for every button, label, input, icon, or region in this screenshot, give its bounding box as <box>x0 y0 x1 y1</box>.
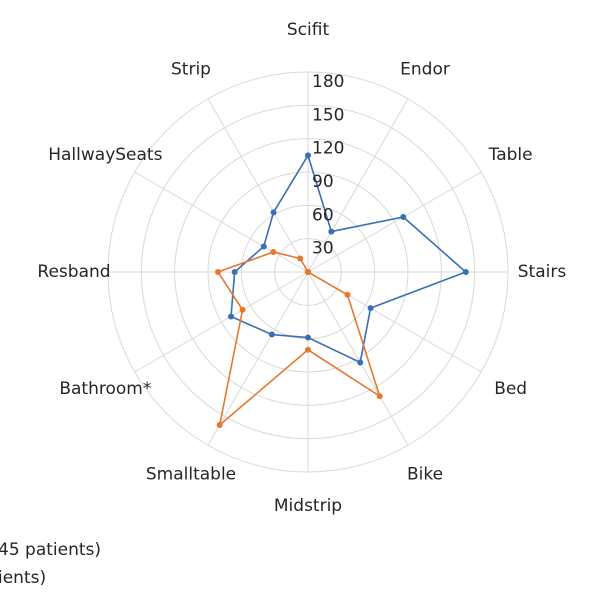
category-label: Table <box>488 145 533 165</box>
category-label: Scifit <box>287 20 330 40</box>
series-line <box>216 251 382 428</box>
series-point <box>376 393 383 400</box>
category-label: Bed <box>494 379 527 399</box>
series-point <box>216 421 223 428</box>
category-label: HallwaySeats <box>48 145 162 165</box>
spoke <box>134 171 309 273</box>
spoke <box>307 171 482 273</box>
r-tick-label: 30 <box>312 239 334 259</box>
series-point <box>260 243 267 250</box>
series-point <box>357 359 364 366</box>
series-point <box>367 305 374 312</box>
series-point <box>305 152 311 159</box>
series-point <box>239 306 246 313</box>
series-point <box>231 269 238 275</box>
series-point <box>215 269 221 275</box>
spoke <box>207 271 309 446</box>
series-point <box>462 269 469 275</box>
series-point <box>344 291 351 298</box>
spoke <box>307 271 409 446</box>
spoke <box>207 98 309 273</box>
spoke <box>307 98 409 273</box>
r-tick-label: 180 <box>312 72 344 92</box>
r-tick-label: 60 <box>312 205 334 225</box>
category-label: Resband <box>37 262 110 282</box>
category-label: Smalltable <box>146 465 236 485</box>
r-tick-label: 90 <box>312 172 334 192</box>
category-label: Bathroom* <box>59 379 151 399</box>
legend-label: 45 patients) <box>0 540 101 560</box>
category-label: Bike <box>407 465 443 485</box>
legend-label: ients) <box>0 568 46 588</box>
series-point <box>268 331 275 338</box>
r-tick-label: 150 <box>312 105 344 125</box>
series-point <box>305 269 311 275</box>
series-point <box>297 255 304 262</box>
spoke <box>134 271 309 373</box>
category-label: Midstrip <box>274 496 342 516</box>
series-line <box>230 153 468 364</box>
series-point <box>400 214 407 220</box>
series-point <box>305 334 311 341</box>
series-point <box>270 249 277 255</box>
r-tick-label: 120 <box>312 139 344 159</box>
series-point <box>328 228 335 235</box>
category-label: Stairs <box>518 262 567 282</box>
series-point <box>305 346 311 353</box>
category-label: Endor <box>400 59 450 79</box>
category-label: Strip <box>171 59 211 79</box>
series-point <box>228 313 235 320</box>
series-point <box>270 209 277 216</box>
